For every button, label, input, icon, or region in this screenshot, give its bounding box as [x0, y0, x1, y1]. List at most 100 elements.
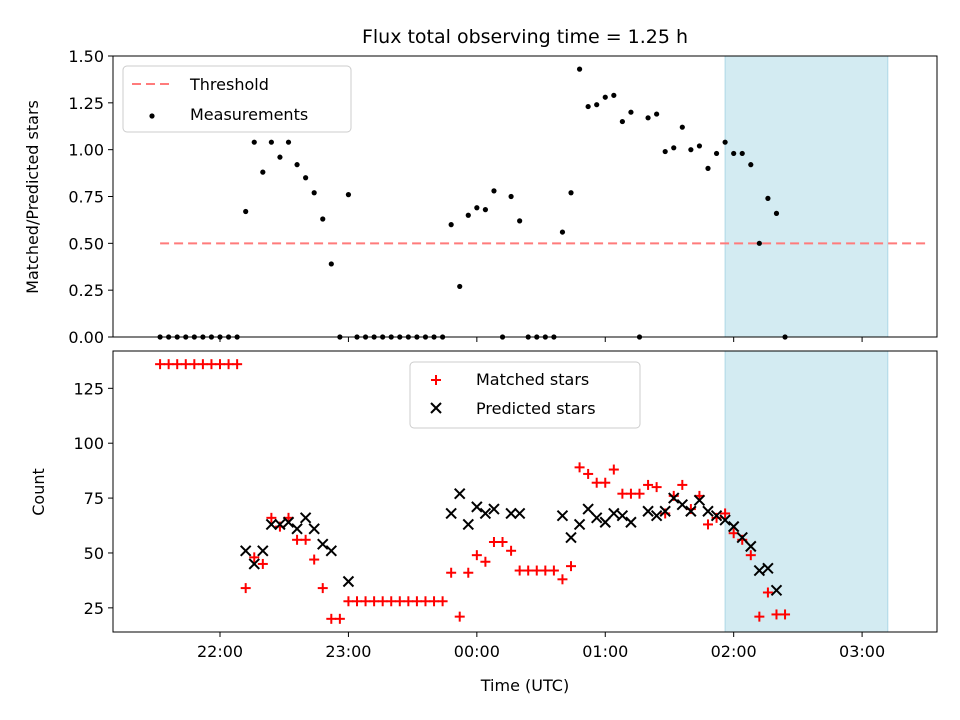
matched-star-point [172, 359, 183, 370]
measurement-point [311, 190, 317, 196]
matched-star-point [189, 359, 200, 370]
predicted-star-point [299, 512, 312, 524]
predicted-star-point [257, 545, 269, 557]
matched-star-point [471, 550, 482, 561]
predicted-star-point [513, 507, 526, 520]
matched-star-point [523, 565, 534, 576]
matched-star-point [343, 596, 354, 607]
matched-star-point [762, 587, 773, 598]
measurement-point [696, 143, 703, 149]
measurement-point [731, 150, 737, 157]
matched-star-point [583, 468, 594, 479]
count-x-tick-label: 03:00 [839, 642, 885, 661]
legend-predicted-label: Predicted stars [476, 399, 596, 418]
predicted-star-point [239, 545, 252, 557]
measurement-point [260, 169, 266, 175]
matched-star-point [411, 596, 422, 607]
count-x-tick-label: 00:00 [454, 642, 500, 661]
matched-star-point [625, 488, 636, 499]
measurement-point [688, 147, 694, 153]
matched-star-point [608, 464, 619, 475]
predicted-star-point [573, 518, 586, 531]
measurement-point [345, 192, 352, 198]
matched-star-point [745, 550, 756, 561]
count-x-tick-label: 01:00 [582, 642, 628, 661]
ratio-y-tick-label: 0.00 [68, 328, 104, 347]
ratio-y-axis-label: Matched/Predicted stars [23, 100, 42, 294]
matched-star-point [197, 359, 208, 370]
predicted-star-point [650, 509, 663, 522]
predicted-star-point [608, 507, 620, 520]
measurement-point [457, 283, 463, 290]
measurement-point [517, 218, 523, 224]
legend-measurements-label: Measurements [190, 105, 308, 124]
ratio-y-tick-label: 1.00 [68, 141, 104, 160]
measurement-point [251, 139, 257, 145]
matched-star-point [206, 359, 217, 370]
matched-star-point [446, 567, 457, 578]
legend-threshold-label: Threshold [189, 75, 269, 94]
predicted-star-point [462, 518, 474, 531]
matched-star-point [497, 536, 508, 547]
predicted-star-point [556, 509, 569, 522]
matched-star-point [634, 488, 645, 499]
ratio-y-tick-label: 0.75 [68, 188, 104, 207]
matched-star-point [292, 534, 303, 545]
measurement-point [679, 124, 685, 130]
measurement-point [448, 222, 454, 228]
measurement-point [268, 139, 274, 145]
measurement-point [602, 94, 608, 100]
matched-star-point [754, 611, 765, 622]
matched-star-point [488, 536, 499, 547]
matched-star-point [480, 556, 491, 567]
legend-measurements-swatch [149, 113, 155, 119]
measurement-point [508, 193, 514, 200]
predicted-star-point [325, 545, 338, 557]
matched-star-point [249, 552, 260, 563]
matched-star-point [334, 613, 345, 624]
measurement-point [328, 261, 334, 267]
legend-predicted-swatch [430, 402, 442, 414]
predicted-star-point [685, 505, 697, 517]
measurement-point [585, 103, 591, 110]
measurement-point [611, 92, 617, 98]
matched-star-point [574, 462, 585, 473]
matched-star-point [780, 609, 791, 620]
measurement-point [303, 175, 309, 181]
measurement-point [277, 154, 283, 160]
measurement-point [748, 162, 754, 168]
measurement-point [705, 165, 711, 171]
count-legend: Matched stars Predicted stars [409, 361, 641, 429]
predicted-star-point [693, 494, 706, 506]
matched-star-point [155, 359, 166, 370]
measurement-point [662, 148, 668, 155]
matched-star-point [720, 508, 731, 519]
predicted-star-point [445, 507, 457, 520]
measurement-point [285, 139, 292, 145]
matched-star-point [506, 545, 517, 556]
matched-star-point [677, 479, 688, 490]
count-y-tick-label: 25 [84, 599, 104, 618]
matched-star-point [454, 611, 465, 622]
count-y-tick-label: 75 [84, 489, 104, 508]
measurement-point [722, 139, 728, 145]
matched-star-point [600, 477, 611, 488]
matched-star-point [257, 558, 268, 569]
predicted-star-point [745, 540, 757, 553]
count-y-tick-label: 125 [73, 379, 104, 398]
count-panel: 25 50 75 100 125 22:00 23:00 00:00 01:00 02:00 03… [29, 350, 938, 695]
predicted-star-point [753, 564, 766, 577]
predicted-star-point [676, 498, 689, 511]
predicted-star-point [762, 562, 774, 575]
predicted-star-point [736, 531, 748, 544]
ratio-legend: Threshold Measurements [122, 65, 352, 133]
matched-star-point [463, 567, 474, 578]
predicted-star-point [590, 512, 603, 524]
matched-star-point [531, 565, 542, 576]
matched-star-point [514, 565, 525, 576]
measurement-point [671, 145, 677, 151]
predicted-star-point [710, 509, 723, 522]
measurement-point [628, 109, 634, 115]
matched-star-point [617, 488, 628, 499]
